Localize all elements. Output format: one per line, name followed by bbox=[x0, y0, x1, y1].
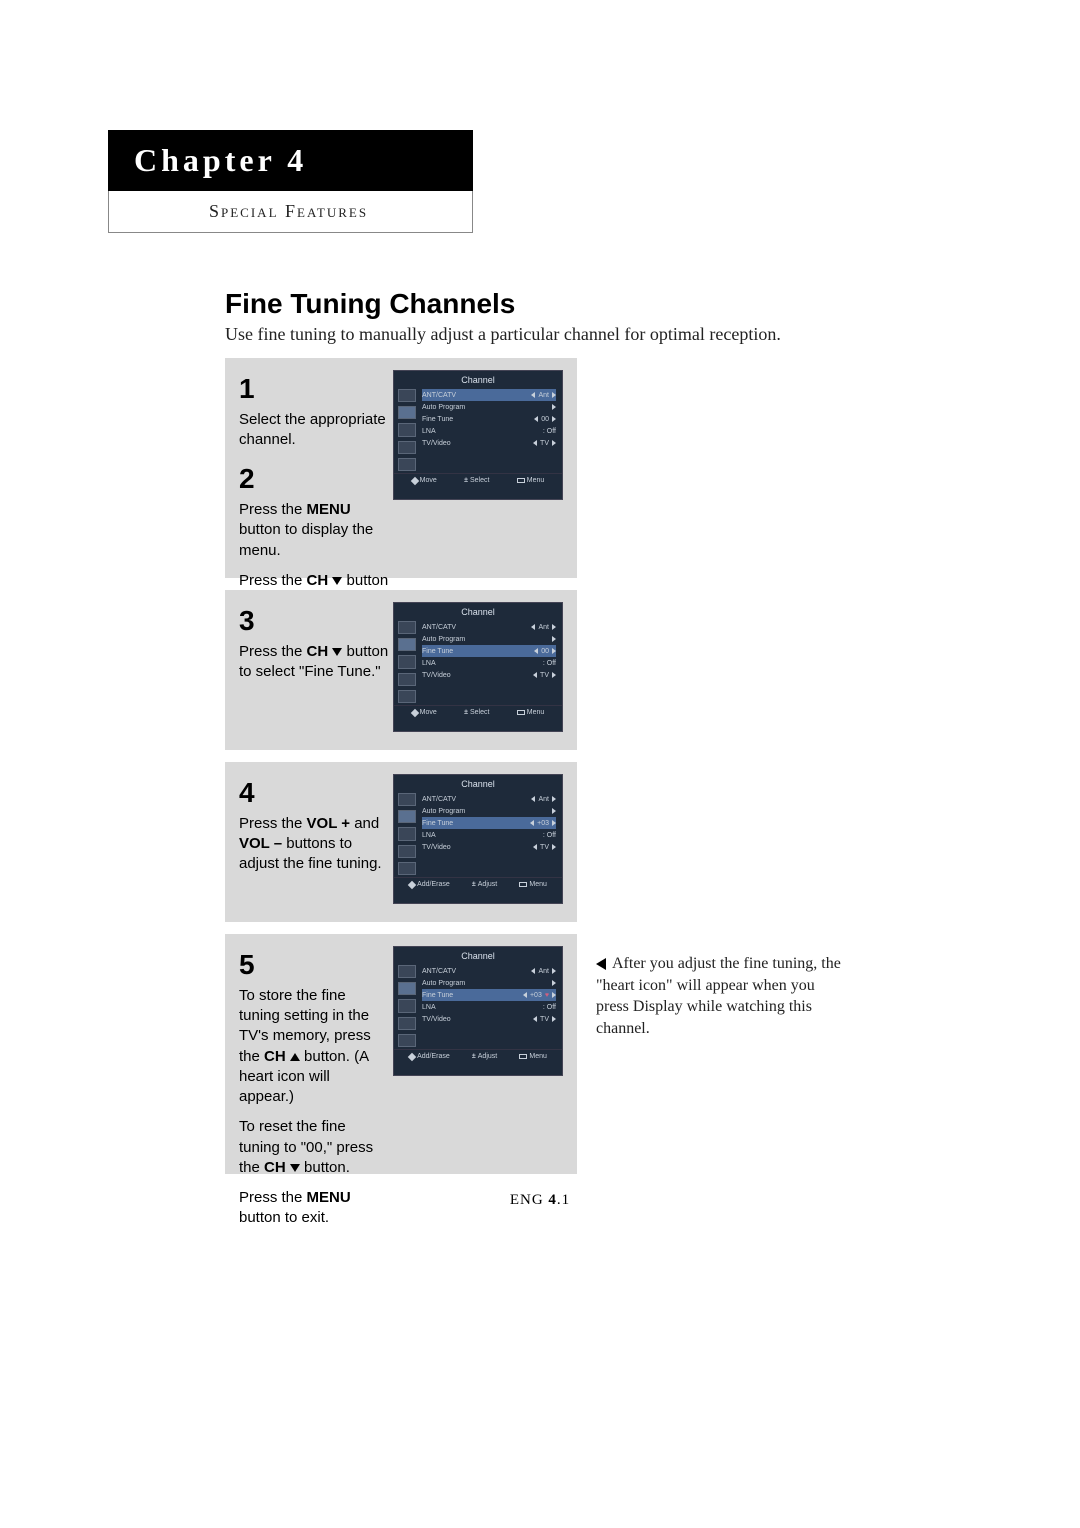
step-block-3: 3 Press the CH button to select "Fine Tu… bbox=[225, 590, 577, 750]
menu-screenshot-5: Channel ANT/CATVAnt Auto Program Fine Tu… bbox=[393, 946, 563, 1076]
step-4-text: Press the VOL + and VOL – buttons to adj… bbox=[239, 814, 389, 875]
step-number-1: 1 bbox=[239, 370, 389, 408]
step-1-text: Select the appropriate channel. bbox=[239, 410, 389, 451]
heart-icon: ♥ bbox=[545, 992, 549, 999]
chapter-subtitle: Special Features bbox=[108, 191, 473, 233]
menu-tab-icon bbox=[398, 458, 416, 471]
menu-row-auto: Auto Program bbox=[422, 401, 556, 413]
arrow-down-icon bbox=[332, 648, 342, 656]
step-number-3: 3 bbox=[239, 602, 389, 640]
step-block-4: 4 Press the VOL + and VOL – buttons to a… bbox=[225, 762, 577, 922]
step-2-text-a: Press the MENU button to display the men… bbox=[239, 500, 389, 561]
section-intro: Use fine tuning to manually adjust a par… bbox=[225, 324, 781, 345]
menu-title: Channel bbox=[394, 371, 562, 387]
step-3-text: Press the CH button to select "Fine Tune… bbox=[239, 642, 389, 683]
menu-tab-icon bbox=[398, 406, 416, 419]
arrow-down-icon bbox=[290, 1164, 300, 1172]
chapter-title: Chapter 4 bbox=[108, 130, 473, 191]
menu-footer-move: Move bbox=[412, 477, 437, 484]
menu-footer-select: ±Select bbox=[464, 477, 489, 484]
menu-tab-icon bbox=[398, 389, 416, 402]
menu-tab-icon bbox=[398, 423, 416, 436]
step-5-text-a: To store the fine tuning setting in the … bbox=[239, 986, 389, 1108]
section-title: Fine Tuning Channels bbox=[225, 288, 515, 320]
page-number: ENG 4.1 bbox=[0, 1192, 1080, 1209]
side-note: After you adjust the fine tuning, the "h… bbox=[596, 953, 846, 1039]
step-5-text-b: To reset the fine tuning to "00," press … bbox=[239, 1117, 389, 1178]
menu-row-fine: Fine Tune00 bbox=[422, 413, 556, 425]
step-block-5: 5 To store the fine tuning setting in th… bbox=[225, 934, 577, 1174]
arrow-up-icon bbox=[290, 1053, 300, 1061]
menu-screenshot-4: Channel ANT/CATVAnt Auto Program Fine Tu… bbox=[393, 774, 563, 904]
menu-screenshot-3: Channel ANT/CATVAnt Auto Program Fine Tu… bbox=[393, 602, 563, 732]
step-number-5: 5 bbox=[239, 946, 389, 984]
menu-row-tv: TV/VideoTV bbox=[422, 437, 556, 449]
arrow-down-icon bbox=[332, 577, 342, 585]
menu-screenshot-1: Channel ANT/CATVAnt Auto Program Fine Tu… bbox=[393, 370, 563, 500]
step-block-1-2: 1 Select the appropriate channel. 2 Pres… bbox=[225, 358, 577, 578]
menu-row-lna: LNA: Off bbox=[422, 425, 556, 437]
menu-row-ant: ANT/CATVAnt bbox=[422, 389, 556, 401]
step-number-2: 2 bbox=[239, 460, 389, 498]
menu-tab-icon bbox=[398, 441, 416, 454]
menu-footer-menu: Menu bbox=[517, 477, 545, 484]
arrow-left-icon bbox=[596, 958, 606, 970]
step-number-4: 4 bbox=[239, 774, 389, 812]
chapter-header: Chapter 4 Special Features bbox=[108, 130, 473, 233]
